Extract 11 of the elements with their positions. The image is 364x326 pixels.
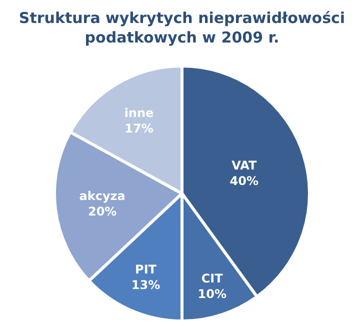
slice-label: akcyza (79, 188, 126, 203)
data-label: 17% (124, 122, 154, 136)
data-label: 40% (230, 174, 259, 188)
data-label: 20% (88, 204, 117, 218)
chart-title: Struktura wykrytych nieprawidłowości podatkowych w 2009 r. (18, 8, 346, 46)
slice-label: PIT (135, 262, 158, 276)
slice-label: inne (124, 106, 154, 120)
slice-label: VAT (232, 158, 258, 173)
slice-label: CIT (201, 271, 224, 286)
data-label: 13% (131, 278, 160, 292)
data-label: 10% (198, 286, 226, 301)
